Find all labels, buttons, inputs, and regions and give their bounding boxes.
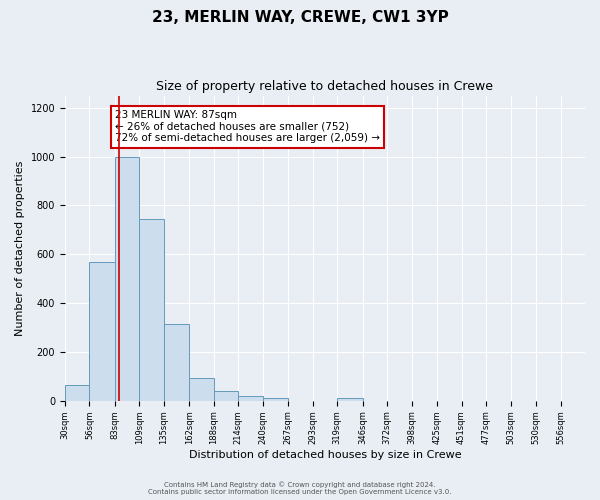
Bar [89, 262, 115, 401]
Bar [65, 385, 89, 401]
Bar [337, 398, 362, 401]
Bar [214, 391, 238, 401]
X-axis label: Distribution of detached houses by size in Crewe: Distribution of detached houses by size … [188, 450, 461, 460]
Bar [238, 396, 263, 401]
Text: Contains HM Land Registry data © Crown copyright and database right 2024.
Contai: Contains HM Land Registry data © Crown c… [148, 482, 452, 495]
Y-axis label: Number of detached properties: Number of detached properties [15, 160, 25, 336]
Bar [189, 378, 214, 401]
Title: Size of property relative to detached houses in Crewe: Size of property relative to detached ho… [157, 80, 493, 93]
Bar [164, 324, 189, 401]
Bar [263, 398, 288, 401]
Bar [139, 219, 164, 401]
Text: 23 MERLIN WAY: 87sqm
← 26% of detached houses are smaller (752)
72% of semi-deta: 23 MERLIN WAY: 87sqm ← 26% of detached h… [115, 110, 380, 144]
Bar [115, 156, 139, 401]
Text: 23, MERLIN WAY, CREWE, CW1 3YP: 23, MERLIN WAY, CREWE, CW1 3YP [152, 10, 448, 25]
